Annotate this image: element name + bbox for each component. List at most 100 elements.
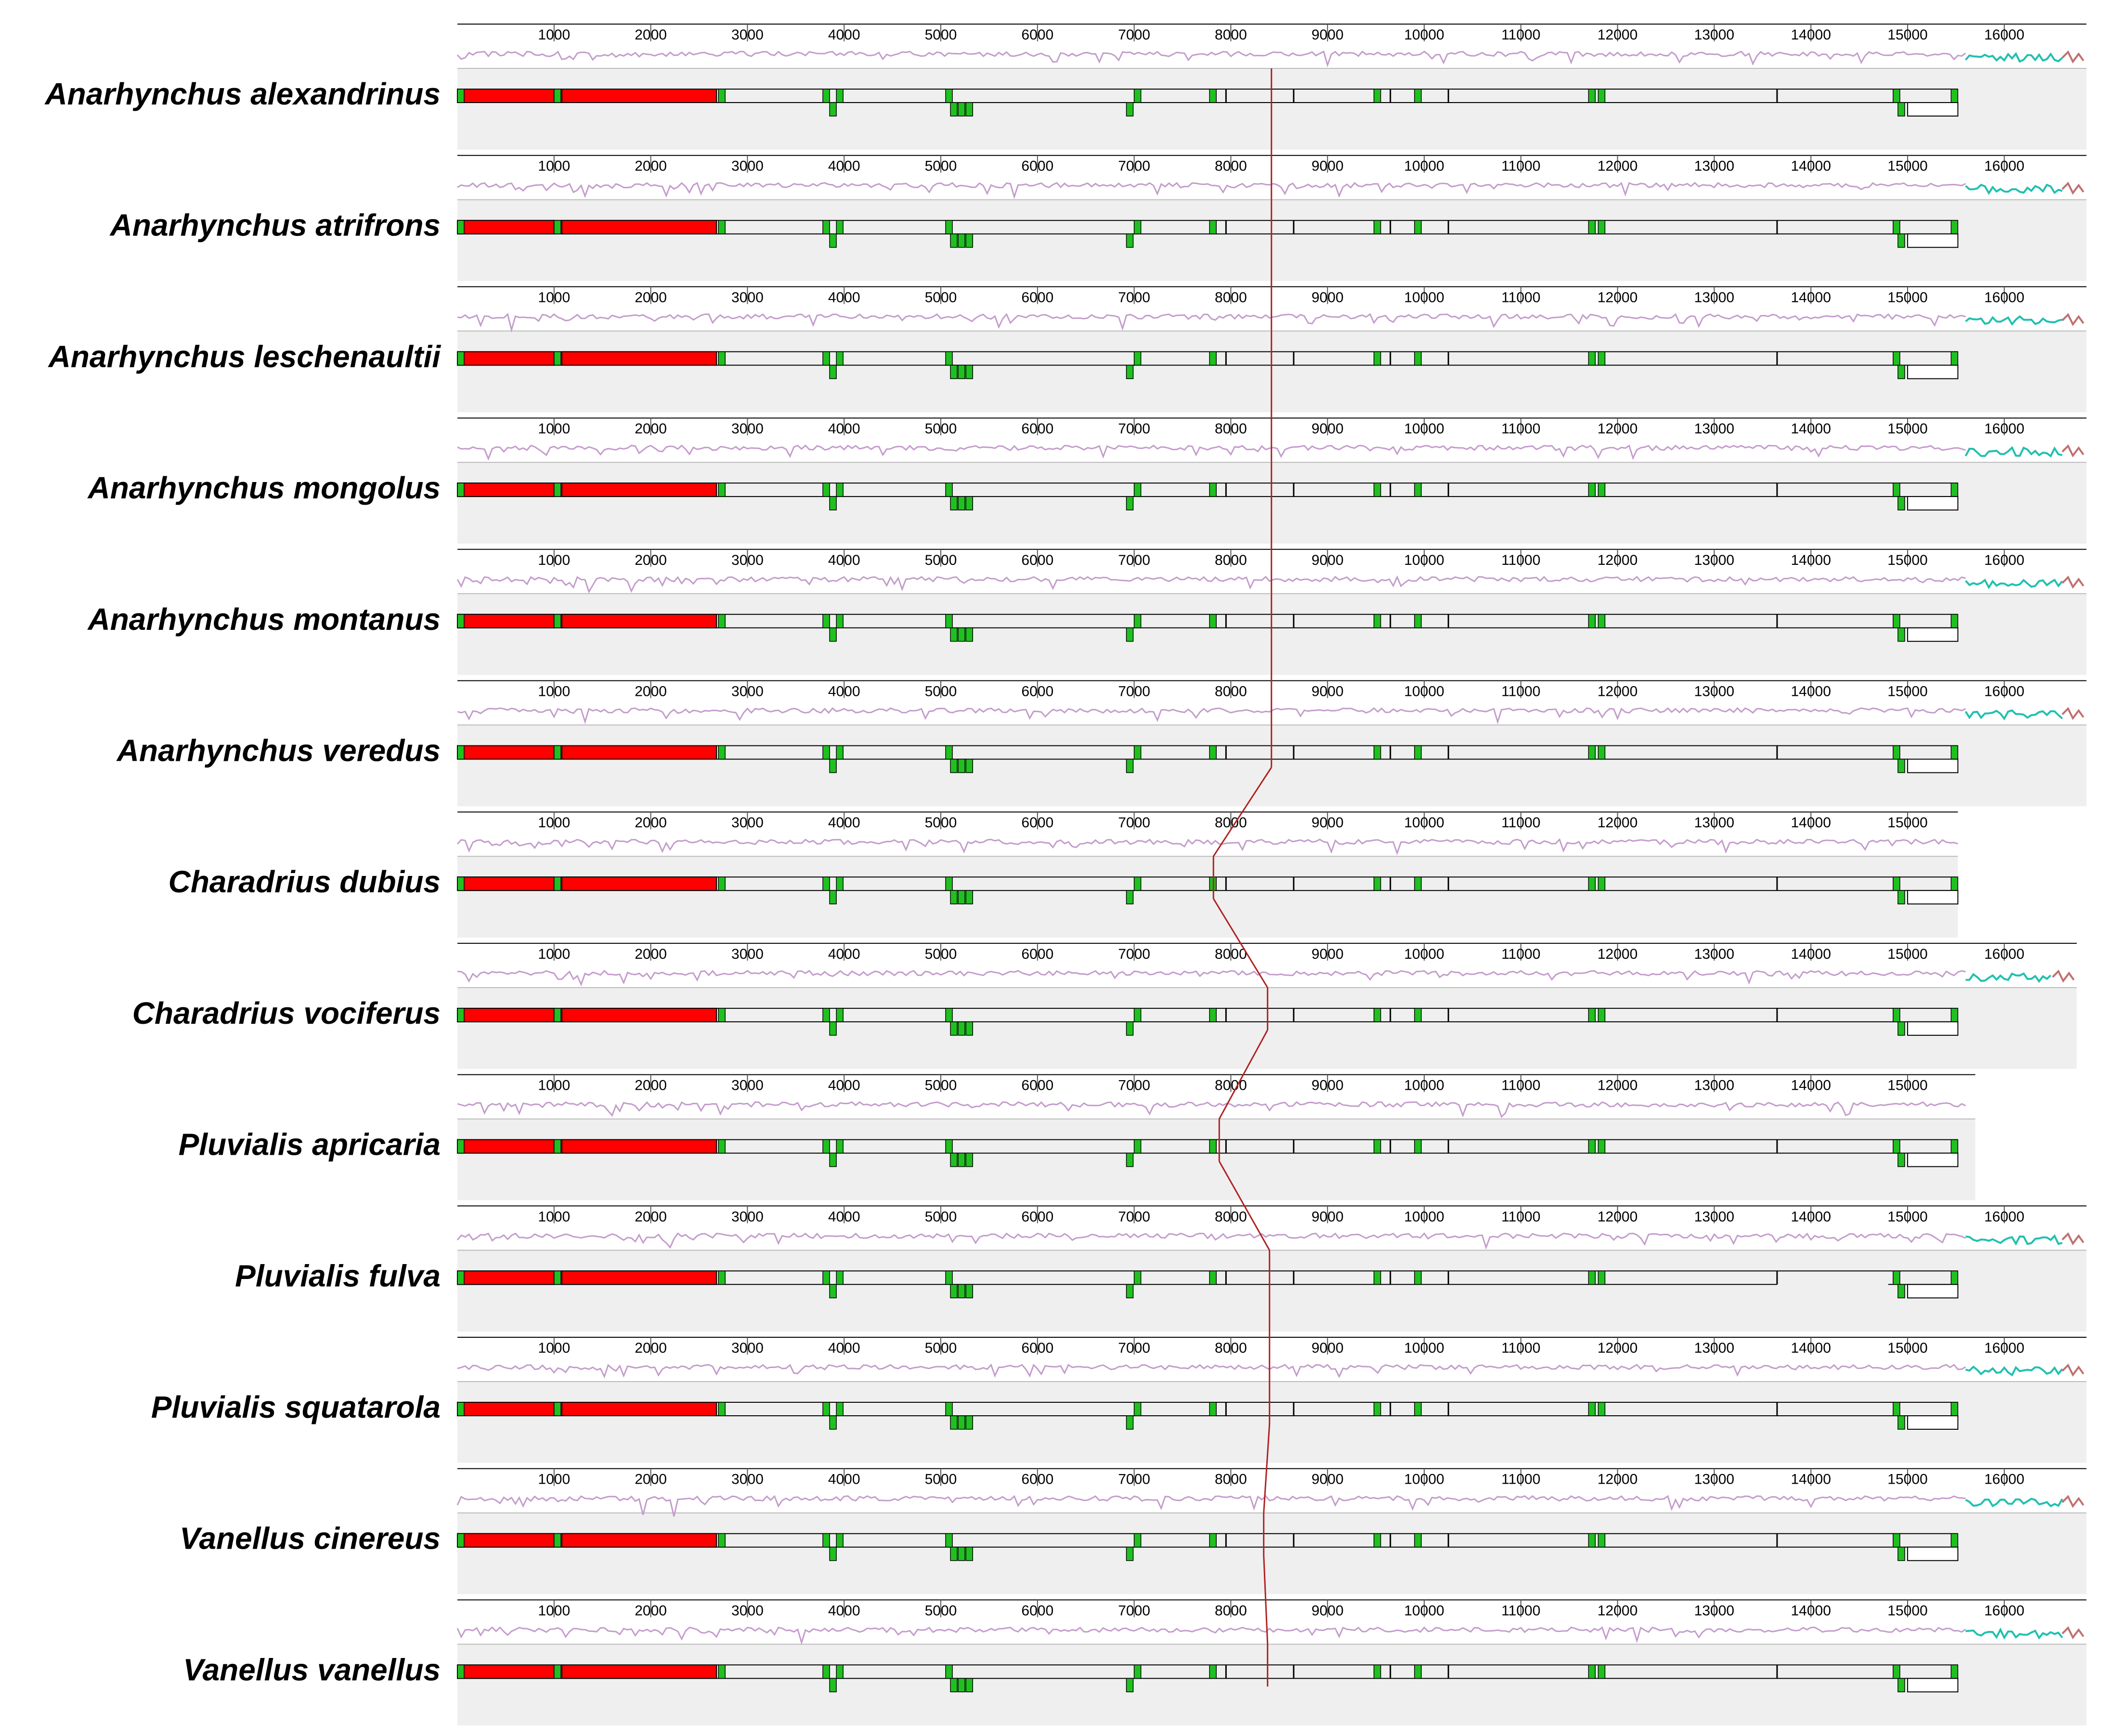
tRNA-block — [1209, 483, 1217, 497]
tRNA-block — [1588, 614, 1596, 628]
axis-tick-label: 14000 — [1791, 1472, 1831, 1488]
tRNA-block — [1950, 1402, 1959, 1416]
control-region-end-profile — [2061, 444, 2084, 457]
tRNA-block — [822, 1533, 830, 1548]
rRNA-block — [457, 876, 555, 891]
tRNA-block — [1950, 89, 1959, 103]
tRNA-block-reverse — [829, 1678, 837, 1693]
axis-tick-label: 16000 — [1984, 946, 2024, 962]
control-region-end-profile — [2061, 1232, 2084, 1246]
tRNA-block — [836, 745, 844, 760]
rRNA-block — [457, 745, 555, 760]
tRNA-block — [1598, 1008, 1606, 1022]
axis-tick-label: 11000 — [1501, 552, 1540, 568]
tRNA-block — [1588, 1008, 1596, 1022]
tRNA-block-reverse — [958, 1415, 965, 1430]
reverse-gene-box — [1907, 758, 1959, 773]
lcb-connector-link — [1263, 1423, 1271, 1513]
rRNA-block — [457, 483, 555, 497]
axis-tick-label: 4000 — [828, 1603, 860, 1619]
tRNA-block-reverse — [958, 1152, 965, 1167]
tRNA-block-reverse — [829, 1415, 837, 1430]
tRNA-block — [1414, 220, 1422, 235]
axis-tick-label: 12000 — [1598, 1603, 1637, 1619]
tRNA-block — [1414, 876, 1422, 891]
species-track: 1000 2000 3000 4000 5000 6000 7000 8000 9000 1000… — [169, 811, 1959, 938]
axis-tick-label: 3000 — [731, 815, 764, 831]
tRNA-block — [1373, 1270, 1381, 1285]
axis-tick-label: 10000 — [1404, 552, 1444, 568]
tRNA-block — [554, 483, 561, 497]
control-region-end-profile — [2052, 969, 2075, 983]
tRNA-block-reverse — [965, 1546, 973, 1561]
tRNA-block — [1598, 614, 1606, 628]
species-label: Charadrius dubius — [169, 864, 441, 899]
axis-tick-label: 2000 — [635, 815, 667, 831]
axis-tick-label: 1000 — [538, 1472, 570, 1488]
tRNA-block — [554, 745, 561, 760]
tRNA-block-reverse — [950, 1284, 958, 1299]
species-track: 1000 2000 3000 4000 5000 6000 7000 8000 9000 1000… — [87, 548, 2087, 675]
lcb-connector-link — [1212, 767, 1272, 857]
tRNA-block — [1133, 1402, 1142, 1416]
tRNA-block — [822, 745, 830, 760]
species-label: Anarhynchus montanus — [87, 602, 441, 637]
axis-tick-label: 9000 — [1312, 684, 1344, 700]
tRNA-block — [1588, 1664, 1596, 1679]
tRNA-block — [822, 1008, 830, 1022]
control-region-profile — [1965, 578, 2063, 589]
tRNA-block-reverse — [1897, 1152, 1905, 1167]
lcb-connector-link — [1263, 1555, 1269, 1645]
tRNA-block-reverse — [950, 1415, 958, 1430]
ruler-strip — [457, 943, 2077, 988]
axis-tick-label: 3000 — [731, 289, 764, 305]
tRNA-block — [554, 1402, 561, 1416]
tRNA-block — [945, 220, 953, 235]
tRNA-block — [1950, 1008, 1959, 1022]
tRNA-block — [554, 351, 561, 366]
axis-tick-label: 2000 — [635, 946, 667, 962]
ruler-strip — [457, 24, 2087, 68]
axis-tick-label: 8000 — [1215, 158, 1247, 174]
tRNA-block — [1950, 1139, 1959, 1154]
tRNA-block-reverse — [958, 233, 965, 248]
axis-tick-label: 9000 — [1312, 1603, 1344, 1619]
tRNA-block — [718, 1270, 726, 1285]
tRNA-block — [822, 876, 830, 891]
tRNA-block — [554, 1139, 561, 1154]
axis-tick-label: 12000 — [1598, 421, 1637, 437]
ruler-strip — [457, 1468, 2087, 1513]
tRNA-block — [1133, 351, 1142, 366]
control-region-profile — [1965, 183, 2063, 195]
tRNA-block — [822, 614, 830, 628]
control-region-end-profile — [2061, 575, 2084, 589]
tRNA-block — [1588, 745, 1596, 760]
similarity-profile — [457, 313, 1966, 333]
rRNA-block — [561, 1664, 717, 1679]
tRNA-block — [1373, 89, 1381, 103]
tRNA-block-reverse — [1126, 102, 1134, 117]
axis-tick-label: 12000 — [1598, 158, 1637, 174]
rRNA-block — [457, 1007, 555, 1022]
axis-tick-label: 11000 — [1501, 946, 1540, 962]
axis-tick-label: 15000 — [1887, 421, 1927, 437]
tRNA-block-reverse — [950, 627, 958, 642]
axis-tick-label: 14000 — [1791, 1603, 1831, 1619]
axis-tick-label: 7000 — [1118, 1603, 1150, 1619]
axis-tick-label: 7000 — [1118, 289, 1150, 305]
axis-tick-label: 2000 — [635, 421, 667, 437]
tRNA-block — [822, 1664, 830, 1679]
tRNA-block — [836, 1270, 844, 1285]
axis-tick-label: 12000 — [1598, 946, 1637, 962]
axis-tick-label: 3000 — [731, 27, 764, 43]
tRNA-block-reverse — [1126, 496, 1134, 510]
control-region-profile — [1965, 1627, 2063, 1640]
tRNA-block-reverse — [958, 365, 965, 379]
tRNA-block-reverse — [829, 233, 837, 248]
tRNA-block — [718, 1139, 726, 1154]
lcb-connector-link — [1218, 1030, 1269, 1120]
tRNA-block — [1893, 614, 1900, 628]
axis-tick-label: 2000 — [635, 1078, 667, 1094]
axis-tick-label: 3000 — [731, 1078, 764, 1094]
tRNA-block-reverse — [950, 102, 958, 117]
